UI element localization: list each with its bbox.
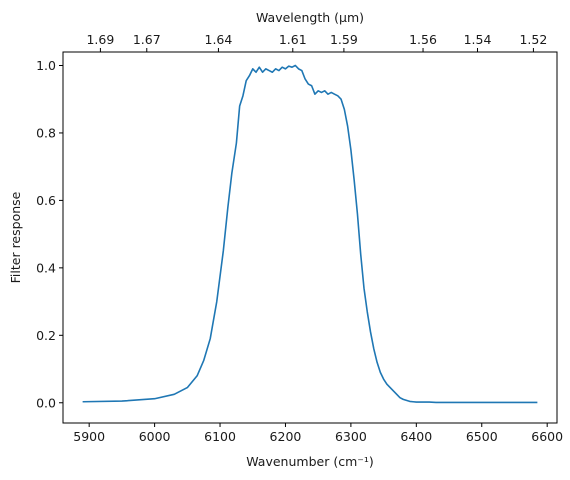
plot-frame bbox=[62, 51, 558, 424]
x-tick-label: 6200 bbox=[270, 429, 302, 444]
plot-area bbox=[82, 64, 538, 404]
x-tick-label: 6000 bbox=[139, 429, 171, 444]
top-tick-label: 1.52 bbox=[519, 32, 547, 47]
y-tick-label: 0.2 bbox=[36, 328, 56, 343]
series-line-0 bbox=[82, 64, 538, 404]
x-tick-label: 6400 bbox=[400, 429, 432, 444]
top-tick-label: 1.69 bbox=[86, 32, 114, 47]
y-tick-label: 0.0 bbox=[36, 395, 56, 410]
top-tick-label: 1.67 bbox=[133, 32, 161, 47]
top-axis-title: Wavelength (μm) bbox=[256, 10, 364, 25]
y-tick-label: 1.0 bbox=[36, 58, 56, 73]
y-axis-title: Filter response bbox=[8, 191, 23, 283]
top-tick-label: 1.61 bbox=[279, 32, 307, 47]
y-tick-label: 0.8 bbox=[36, 125, 56, 140]
x-tick-label: 6600 bbox=[531, 429, 563, 444]
x-tick-label: 6500 bbox=[466, 429, 498, 444]
x-tick-label: 6300 bbox=[335, 429, 367, 444]
top-tick-label: 1.56 bbox=[409, 32, 437, 47]
x-axis-title: Wavenumber (cm⁻¹) bbox=[246, 454, 373, 469]
x-tick-label: 5900 bbox=[73, 429, 105, 444]
y-tick-label: 0.4 bbox=[36, 260, 56, 275]
top-tick-label: 1.64 bbox=[205, 32, 233, 47]
top-tick-label: 1.59 bbox=[330, 32, 358, 47]
x-tick-label: 6100 bbox=[204, 429, 236, 444]
y-tick-label: 0.6 bbox=[36, 193, 56, 208]
axes: 5900 6000 6100 6200 6300 6400 6500 6600 0.0 0.2 0.… bbox=[36, 32, 563, 444]
top-tick-label: 1.54 bbox=[464, 32, 492, 47]
